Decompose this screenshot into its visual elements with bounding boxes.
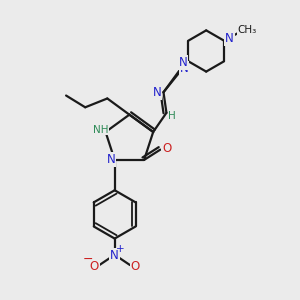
Text: NH: NH xyxy=(92,124,108,135)
Text: O: O xyxy=(131,260,140,273)
Text: N: N xyxy=(153,86,161,99)
Text: N: N xyxy=(179,56,188,69)
Text: O: O xyxy=(162,142,171,155)
Text: O: O xyxy=(89,260,99,273)
Text: N: N xyxy=(110,249,119,262)
Text: N: N xyxy=(107,153,116,167)
Text: −: − xyxy=(83,253,93,266)
Text: CH₃: CH₃ xyxy=(237,26,256,35)
Text: N: N xyxy=(180,62,188,75)
Text: N: N xyxy=(225,32,234,45)
Text: H: H xyxy=(169,111,176,121)
Text: +: + xyxy=(116,244,125,254)
